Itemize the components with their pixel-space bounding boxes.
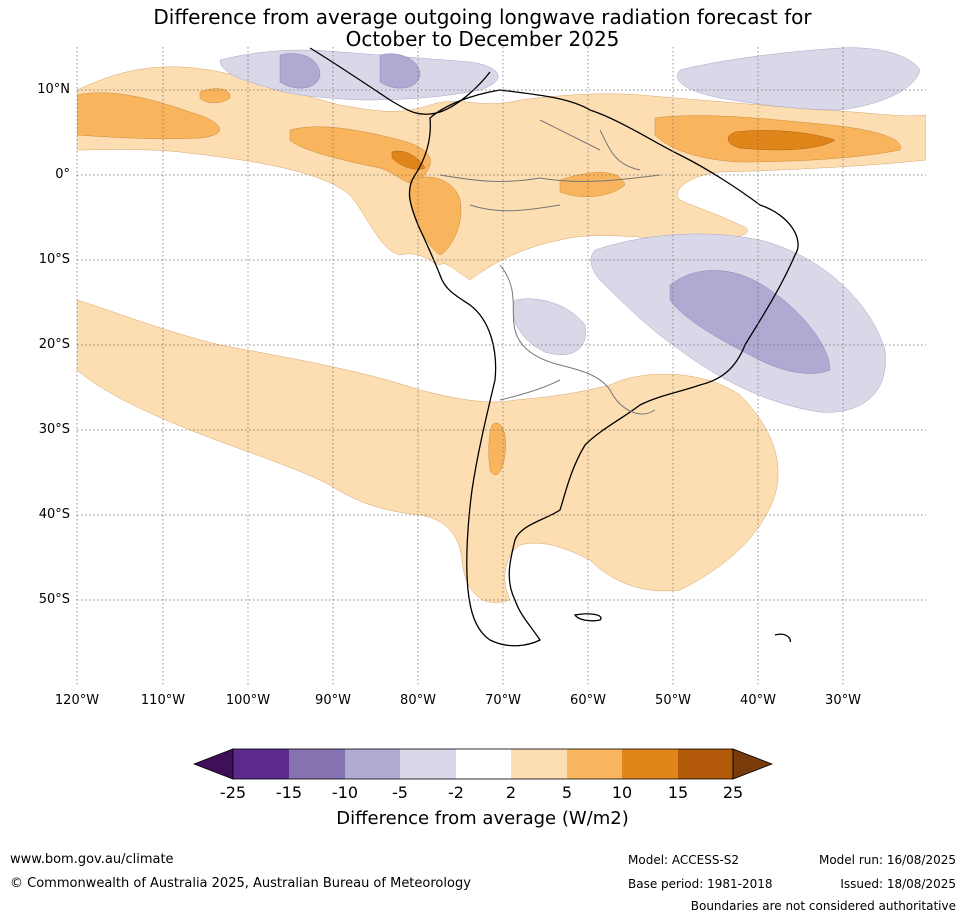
base-period-text: Base period: 1981-2018 — [628, 877, 773, 891]
x-tick-label: 80°W — [400, 693, 436, 708]
website-link[interactable]: www.bom.gov.au/climate — [10, 852, 174, 867]
map-title-line2: October to December 2025 — [345, 27, 620, 51]
colorbar-min-extend — [192, 748, 234, 780]
y-tick-label: 20°S — [38, 337, 70, 352]
colorbar-label: -15 — [275, 783, 303, 802]
colorbar-label: -10 — [331, 783, 359, 802]
colorbar-label: 10 — [611, 783, 633, 802]
model-run-text: Model run: 16/08/2025 — [818, 853, 956, 867]
colorbar-label: -5 — [392, 783, 408, 802]
y-tick-label: 0° — [55, 167, 70, 182]
x-tick-label: 30°W — [825, 693, 861, 708]
colorbar-segment — [345, 749, 400, 779]
positive-anomaly-region — [77, 92, 220, 140]
x-tick-label: 110°W — [140, 693, 186, 708]
colorbar-segment — [456, 749, 511, 779]
positive-anomaly-region — [77, 299, 779, 603]
coastlines — [309, 47, 799, 647]
issued-text: Issued: 18/08/2025 — [840, 877, 956, 891]
x-tick-label: 50°W — [655, 693, 691, 708]
copyright-text: © Commonwealth of Australia 2025, Austra… — [10, 876, 471, 891]
positive-anomaly-region — [199, 88, 231, 104]
x-tick-label: 90°W — [315, 693, 351, 708]
y-tick-label: 30°S — [38, 422, 70, 437]
colorbar-label: 2 — [505, 783, 517, 802]
colorbar-segment — [678, 749, 733, 779]
y-tick-label: 10°N — [37, 82, 70, 97]
colorbar-label: 15 — [667, 783, 689, 802]
model-text: Model: ACCESS-S2 — [628, 853, 740, 867]
x-tick-label: 120°W — [54, 693, 100, 708]
positive-anomaly-region — [488, 422, 506, 476]
negative-anomaly-region — [669, 270, 831, 374]
colorbar — [192, 748, 774, 780]
y-tick-label: 50°S — [38, 592, 70, 607]
x-tick-label: 70°W — [485, 693, 521, 708]
colorbar-label: 25 — [722, 783, 744, 802]
colorbar-segment — [567, 749, 622, 779]
negative-anomaly-region — [512, 298, 587, 355]
colorbar-label: -2 — [448, 783, 464, 802]
positive-anomaly-region — [559, 172, 626, 197]
negative-anomaly-region — [379, 53, 421, 89]
colorbar-label: 5 — [561, 783, 573, 802]
disclaimer-text: Boundaries are not considered authoritat… — [690, 899, 956, 913]
colorbar-segment — [622, 749, 678, 779]
negative-anomaly-region — [677, 47, 921, 111]
colorbar-segment — [400, 749, 456, 779]
map-title-line1: Difference from average outgoing longwav… — [153, 5, 812, 29]
positive-anomaly-region — [727, 130, 836, 151]
positive-anomaly-region — [391, 150, 426, 170]
colorbar-segment — [233, 749, 289, 779]
colorbar-max-extend — [732, 748, 774, 780]
y-tick-label: 40°S — [38, 507, 70, 522]
country-boundaries — [439, 119, 661, 415]
colorbar-segment — [289, 749, 345, 779]
y-tick-label: 10°S — [38, 252, 70, 267]
x-tick-label: 60°W — [570, 693, 606, 708]
x-tick-label: 40°W — [740, 693, 776, 708]
anomaly-shading — [77, 47, 926, 603]
gridlines — [76, 47, 926, 685]
colorbar-segment — [511, 749, 567, 779]
colorbar-title: Difference from average (W/m2) — [336, 808, 629, 829]
x-tick-label: 100°W — [225, 693, 271, 708]
negative-anomaly-region — [279, 53, 321, 89]
colorbar-label: -25 — [219, 783, 247, 802]
